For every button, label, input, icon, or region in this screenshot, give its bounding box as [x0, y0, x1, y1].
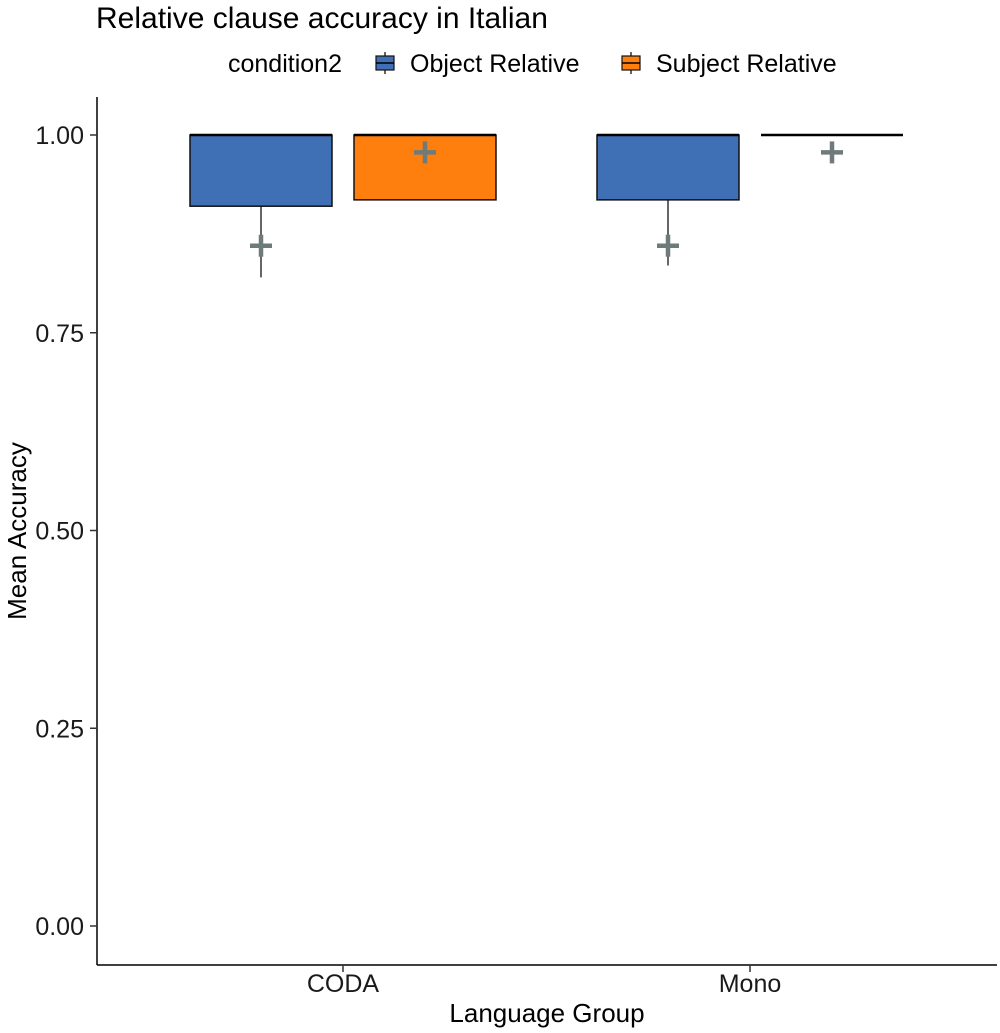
legend-title: condition2: [228, 50, 342, 78]
x-tick-label: CODA: [307, 970, 380, 998]
legend-label: Object Relative: [410, 50, 580, 78]
x-axis-ticks: CODA Mono: [307, 965, 781, 998]
legend-item-subject-relative: Subject Relative: [621, 50, 837, 78]
y-axis-ticks: 0.00 0.25 0.50 0.75 1.00: [35, 122, 97, 941]
plot-area: [189, 133, 903, 278]
box-subject-relative-coda: [353, 133, 497, 201]
y-tick-label: 0.75: [35, 320, 84, 348]
y-tick-label: 0.50: [35, 518, 84, 546]
box-object-relative-mono: [596, 133, 740, 266]
y-tick-label: 0.00: [35, 913, 84, 941]
x-tick-label: Mono: [719, 970, 782, 998]
y-tick-label: 1.00: [35, 122, 84, 150]
chart-title: Relative clause accuracy in Italian: [96, 2, 548, 35]
legend-item-object-relative: Object Relative: [375, 50, 580, 78]
legend: condition2 Object Relative Subject Relati…: [228, 50, 837, 78]
y-tick-label: 0.25: [35, 715, 84, 743]
x-axis-label: Language Group: [449, 998, 644, 1028]
box-body: [189, 134, 333, 207]
box-body: [596, 134, 740, 201]
box-subject-relative-mono: [761, 133, 903, 164]
legend-label: Subject Relative: [656, 50, 837, 78]
y-axis-label: Mean Accuracy: [2, 442, 32, 620]
box-object-relative-coda: [189, 133, 333, 278]
